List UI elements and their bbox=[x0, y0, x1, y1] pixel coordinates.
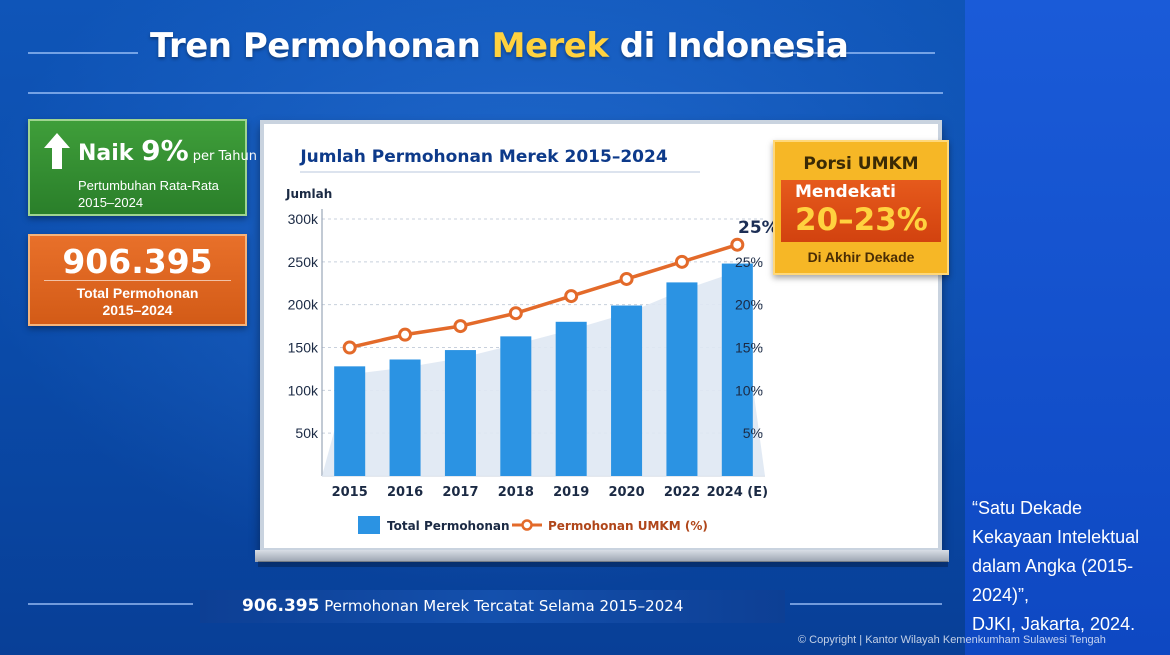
bar bbox=[444, 350, 476, 476]
trend-area bbox=[322, 271, 765, 476]
umkm-highlight-band bbox=[781, 180, 941, 242]
umkm-caption: Di Akhir Dekade bbox=[807, 249, 915, 265]
x-tick-label: 2017 bbox=[442, 485, 478, 500]
bar bbox=[721, 263, 753, 476]
x-tick-label: 2016 bbox=[387, 485, 423, 500]
chart-legend: Total Permohonan Permohonan UMKM (%) bbox=[358, 516, 708, 534]
header-divider bbox=[28, 92, 943, 94]
y-tick-label: 100k bbox=[288, 382, 319, 398]
x-tick-label: 2024 (E) bbox=[707, 485, 768, 500]
legend-swatch-marker bbox=[521, 519, 533, 531]
growth-label: Naik bbox=[78, 141, 142, 166]
right-side-band bbox=[965, 0, 1170, 655]
line-point bbox=[342, 340, 357, 355]
bar bbox=[611, 305, 643, 476]
bar-series bbox=[334, 263, 753, 476]
total-divider bbox=[44, 280, 231, 281]
growth-stat-card: Naik 9% per Tahun Pertumbuhan Rata-Rata … bbox=[28, 119, 257, 216]
line-point bbox=[564, 289, 579, 304]
line-path bbox=[349, 243, 738, 350]
title-part1: Tren Permohonan bbox=[150, 26, 492, 66]
y-tick-label: 250k bbox=[288, 254, 319, 270]
quote-line1: “Satu Dekade bbox=[972, 498, 1083, 518]
whiteboard-tray bbox=[255, 550, 949, 562]
total-caption: Total Permohonan 2015–2024 bbox=[30, 285, 245, 319]
summary-text: 906.395 Permohonan Merek Tercatat Selama… bbox=[242, 596, 683, 616]
x-tick-label: 2019 bbox=[553, 485, 589, 500]
title-rule-left bbox=[28, 52, 138, 54]
total-caption-line2: 2015–2024 bbox=[102, 302, 173, 318]
copyright-text: © Copyright | Kantor Wilayah Kemenkumham… bbox=[798, 634, 1106, 646]
total-value: 906.395 bbox=[62, 242, 213, 281]
y-tick-label: 50k bbox=[295, 425, 319, 441]
bar bbox=[500, 336, 532, 476]
y-axis-ticks: 50k 100k 150k 200k 250k 300k bbox=[288, 211, 319, 441]
growth-unit: per Tahun bbox=[188, 149, 257, 164]
growth-caption: Pertumbuhan Rata-Rata 2015–2024 bbox=[78, 177, 219, 211]
umkm-range: 20–23% bbox=[795, 202, 928, 238]
summary-label: Permohonan Merek Tercatat Selama 2015–20… bbox=[319, 597, 684, 615]
bar bbox=[555, 321, 587, 476]
total-caption-line1: Total Permohonan bbox=[76, 285, 199, 301]
banner-rule-left bbox=[28, 603, 193, 605]
y2-tick-label: 10% bbox=[735, 382, 763, 398]
bar bbox=[666, 282, 698, 476]
y-axis-label: Jumlah bbox=[285, 187, 332, 201]
y-tick-label: 300k bbox=[288, 211, 319, 227]
growth-headline: Naik 9% per Tahun bbox=[78, 134, 257, 167]
quote-line4: 2024)”, bbox=[972, 585, 1030, 605]
bar bbox=[389, 359, 421, 476]
umkm-label: Mendekati bbox=[795, 182, 896, 202]
line-point bbox=[619, 271, 634, 286]
line-end-annotation: 25% bbox=[738, 218, 779, 238]
summary-value: 906.395 bbox=[242, 596, 320, 616]
whiteboard-shadow bbox=[258, 561, 948, 567]
line-point bbox=[453, 319, 468, 334]
source-quote: “Satu Dekade Kekayaan Intelektual dalam … bbox=[972, 494, 1167, 639]
line-point bbox=[674, 254, 689, 269]
line-point bbox=[730, 237, 745, 252]
x-tick-label: 2018 bbox=[498, 485, 534, 500]
y2-tick-label: 25% bbox=[735, 254, 763, 270]
trademark-chart: Jumlah Permohonan Merek 2015–2024 Jumlah… bbox=[285, 147, 779, 534]
legend-label-bar: Total Permohonan bbox=[387, 519, 510, 533]
total-stat-card: 906.395 Total Permohonan 2015–2024 bbox=[28, 234, 247, 326]
title-highlight: Merek bbox=[491, 26, 609, 66]
quote-line3: dalam Angka (2015- bbox=[972, 556, 1134, 576]
x-tick-label: 2015 bbox=[332, 485, 368, 500]
arrow-up-icon bbox=[44, 133, 70, 169]
quote-line5: DJKI, Jakarta, 2024. bbox=[972, 614, 1136, 634]
legend-swatch-bar bbox=[358, 516, 380, 534]
x-tick-label: 2020 bbox=[608, 485, 644, 500]
line-series bbox=[342, 237, 745, 355]
banner-rule-right bbox=[790, 603, 942, 605]
chart-title: Jumlah Permohonan Merek 2015–2024 bbox=[299, 147, 667, 167]
growth-value: 9% bbox=[141, 134, 189, 167]
y2-tick-label: 5% bbox=[743, 425, 763, 441]
x-tick-label: 2022 bbox=[664, 485, 700, 500]
page-title: Tren Permohonan Merek di Indonesia bbox=[150, 26, 849, 66]
growth-caption-line1: Pertumbuhan Rata-Rata bbox=[78, 178, 219, 193]
line-point bbox=[508, 306, 523, 321]
legend-label-line: Permohonan UMKM (%) bbox=[548, 519, 708, 533]
quote-line2: Kekayaan Intelektual bbox=[972, 527, 1140, 547]
summary-banner: 906.395 Permohonan Merek Tercatat Selama… bbox=[200, 590, 785, 623]
umkm-title: Porsi UMKM bbox=[803, 154, 919, 174]
y2-axis-ticks: 5% 10% 15% 20% 25% bbox=[735, 254, 763, 441]
line-point bbox=[398, 327, 413, 342]
title-rule-right bbox=[770, 52, 935, 54]
y-tick-label: 200k bbox=[288, 297, 319, 313]
x-axis-ticks: 2015 2016 2017 2018 2019 2020 2022 2024 (E) bbox=[332, 485, 768, 500]
bar bbox=[334, 366, 366, 476]
y2-tick-label: 15% bbox=[735, 340, 763, 356]
umkm-share-card: Porsi UMKM Mendekati 20–23% Di Akhir Dek… bbox=[773, 140, 949, 275]
title-part2: di Indonesia bbox=[608, 26, 849, 66]
growth-caption-line2: 2015–2024 bbox=[78, 195, 144, 210]
y2-tick-label: 20% bbox=[735, 297, 763, 313]
y-tick-label: 150k bbox=[288, 340, 319, 356]
